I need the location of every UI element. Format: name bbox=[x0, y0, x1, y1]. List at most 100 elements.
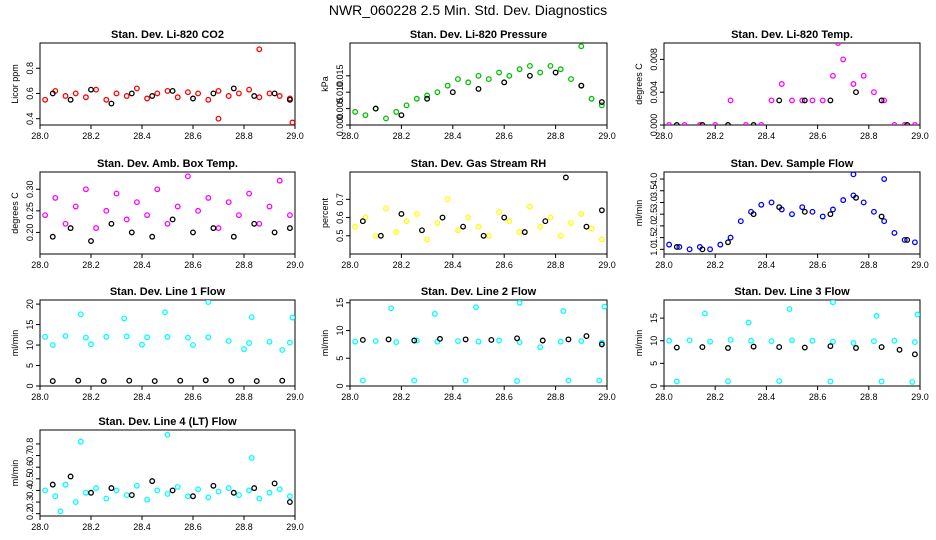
data-point-black bbox=[699, 246, 706, 253]
data-point bbox=[516, 300, 523, 306]
data-point bbox=[42, 212, 49, 219]
panel-4: Stan. Dev. Amb. Box Temp. 28.0 28.2 28.4 28.… bbox=[10, 158, 304, 270]
data-point-black bbox=[904, 122, 911, 125]
data-point-black bbox=[598, 341, 605, 348]
data-point bbox=[568, 76, 574, 83]
data-point bbox=[830, 72, 836, 79]
data-point bbox=[475, 72, 482, 79]
y-tick-label: 5 bbox=[649, 361, 659, 366]
data-point bbox=[225, 338, 232, 344]
data-point bbox=[537, 344, 544, 351]
data-point bbox=[727, 336, 734, 343]
data-point bbox=[475, 338, 482, 345]
data-point-black bbox=[286, 499, 293, 506]
data-point bbox=[911, 239, 918, 246]
panel-10: Stan. Dev. Line 4 (LT) Flow 28.0 28.2 28.4 2… bbox=[10, 416, 304, 532]
x-tick-label: 28.8 bbox=[547, 131, 565, 141]
x-tick-label: 28.0 bbox=[31, 260, 49, 270]
x-tick-label: 28.8 bbox=[860, 260, 878, 270]
data-point bbox=[809, 97, 816, 104]
y-tick-label: 0.7 bbox=[335, 193, 345, 206]
plot-frame bbox=[663, 42, 921, 126]
data-point bbox=[891, 337, 898, 344]
data-point bbox=[598, 102, 605, 109]
x-tick-label: 28.2 bbox=[706, 260, 724, 270]
data-point bbox=[776, 378, 783, 384]
data-point bbox=[52, 194, 59, 201]
data-point-black bbox=[853, 89, 859, 96]
data-point bbox=[372, 232, 379, 239]
data-point bbox=[496, 69, 503, 76]
data-point bbox=[184, 89, 191, 96]
data-point-black bbox=[583, 333, 590, 340]
plot-frame bbox=[663, 171, 921, 255]
x-tick-label: 28.2 bbox=[82, 131, 100, 141]
data-point bbox=[184, 173, 191, 180]
data-point bbox=[190, 342, 196, 348]
data-point-black bbox=[251, 485, 258, 492]
data-point bbox=[565, 377, 572, 384]
y-tick-label: 15 bbox=[335, 298, 345, 308]
data-point-black bbox=[88, 86, 94, 93]
panel-8: Stan. Dev. Line 2 Flow 28.0 28.2 28.4 28.6 28… bbox=[320, 286, 616, 402]
data-point-black bbox=[475, 85, 482, 92]
y-axis-label: ml/min bbox=[634, 330, 644, 357]
data-point-black bbox=[578, 82, 585, 89]
data-point bbox=[870, 89, 877, 96]
figure-title: NWR_060228 2.5 Min. Std. Dev. Diagnostic… bbox=[329, 2, 607, 18]
data-point bbox=[712, 122, 719, 125]
data-point bbox=[123, 492, 130, 499]
data-point bbox=[873, 312, 880, 319]
data-point bbox=[248, 314, 255, 321]
y-tick-label: 0 bbox=[25, 383, 35, 388]
data-point bbox=[225, 485, 232, 492]
data-point bbox=[154, 186, 161, 193]
x-tick-label: 28.0 bbox=[341, 131, 359, 141]
data-point bbox=[786, 306, 793, 313]
data-point-black bbox=[359, 218, 366, 225]
data-point bbox=[434, 220, 441, 226]
data-point bbox=[601, 303, 607, 310]
data-point bbox=[727, 234, 734, 241]
data-point-black bbox=[149, 478, 156, 485]
x-tick-label: 28.2 bbox=[82, 522, 100, 532]
data-point-black bbox=[149, 233, 156, 240]
data-point bbox=[393, 108, 400, 115]
data-point-black bbox=[488, 336, 495, 343]
data-point bbox=[830, 300, 836, 306]
plot-frame bbox=[349, 42, 608, 126]
x-tick-label: 28.6 bbox=[809, 260, 827, 270]
data-point bbox=[286, 339, 293, 346]
data-point bbox=[413, 337, 420, 344]
points bbox=[42, 300, 295, 385]
data-point-black bbox=[169, 487, 176, 494]
data-point bbox=[144, 334, 151, 341]
data-point-black bbox=[827, 211, 834, 218]
x-tick-label: 28.6 bbox=[495, 260, 513, 270]
data-point-black bbox=[562, 174, 569, 181]
data-point bbox=[164, 220, 171, 227]
data-point bbox=[256, 46, 263, 53]
data-point bbox=[266, 489, 273, 496]
data-point-black bbox=[286, 225, 293, 232]
data-point-black bbox=[210, 225, 217, 232]
data-point-black bbox=[542, 218, 549, 225]
data-point bbox=[286, 493, 293, 500]
y-tick-label: 0.6 bbox=[25, 87, 35, 100]
data-point bbox=[144, 95, 151, 102]
y-axis-label: ml/min bbox=[320, 330, 330, 357]
data-point-black bbox=[460, 223, 467, 230]
y-tick-label: 2.5 bbox=[649, 208, 659, 221]
y-tick-label: 5 bbox=[335, 356, 345, 361]
data-point-black bbox=[501, 79, 508, 86]
data-point bbox=[496, 209, 503, 216]
data-point bbox=[113, 90, 120, 97]
x-tick-label: 28.6 bbox=[184, 260, 202, 270]
panel-title: Stan. Dev. Li-820 CO2 bbox=[111, 29, 224, 41]
points bbox=[42, 431, 293, 515]
data-point-black bbox=[449, 89, 456, 96]
x-tick-label: 28.6 bbox=[809, 392, 827, 402]
data-point bbox=[52, 493, 59, 500]
x-tick-label: 28.8 bbox=[860, 131, 878, 141]
data-point bbox=[737, 218, 744, 225]
